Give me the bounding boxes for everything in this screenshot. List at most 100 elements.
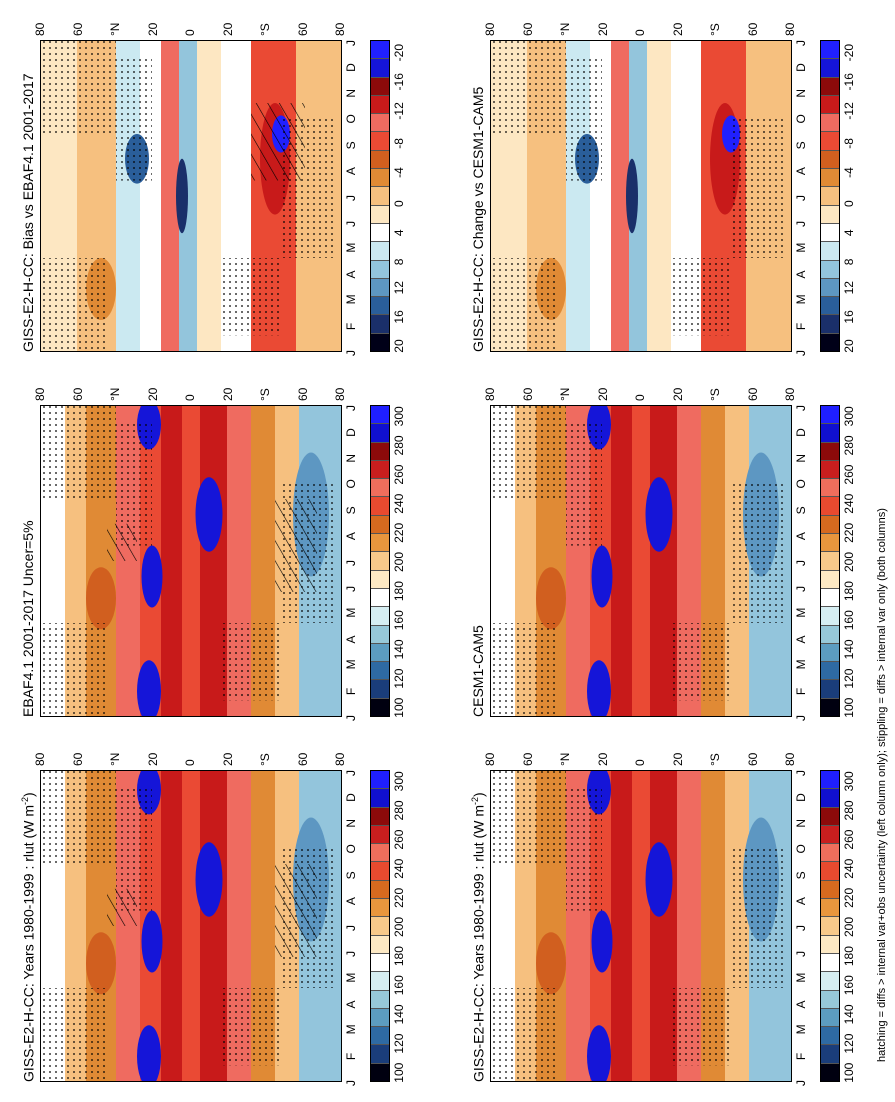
x-tick-label: J	[794, 1080, 808, 1086]
stippling-area	[491, 623, 557, 716]
colorbar-swatch	[821, 952, 839, 972]
colorbar-swatch	[371, 441, 389, 460]
x-tick-label: J	[344, 220, 358, 227]
y-tick-label: 20	[670, 22, 685, 36]
chart-title: EBAF4.1 2001-2017 Uncer=5%	[20, 520, 36, 717]
x-tick-label: S	[344, 141, 358, 150]
y-tick-label: °N	[108, 752, 122, 766]
y-tick-label: 20	[670, 387, 685, 401]
colorbar-swatch	[371, 58, 389, 77]
colorbar-swatch	[821, 843, 839, 862]
x-tick-label: J	[344, 1080, 358, 1086]
x-tick-label: N	[344, 89, 358, 98]
colorbar-swatch	[371, 423, 389, 442]
x-tick-label: A	[794, 532, 808, 541]
colorbar-label: 120	[842, 1033, 856, 1054]
stippling-area	[221, 623, 281, 701]
colorbar-swatch	[371, 624, 389, 643]
stippling-area	[671, 623, 731, 701]
y-tick-label: 20	[670, 752, 685, 766]
stippling-area	[566, 421, 602, 546]
colorbar-label: -4	[392, 167, 406, 178]
y-tick-label: 0	[633, 394, 647, 401]
colorbar-label: 16	[842, 310, 856, 324]
x-tick-label: J	[344, 585, 358, 592]
figure-footnote: hatching = diffs > internal var+obs unce…	[876, 508, 888, 1062]
chart-panel: GISS-E2-H-CC: Change vs CESM1-CAM5 J F M A M J…	[470, 2, 895, 356]
x-tick-label: J	[794, 40, 808, 46]
y-tick-label: °S	[258, 388, 272, 401]
heatmap-band	[611, 406, 632, 716]
colorbar-swatch	[371, 332, 389, 351]
colorbar-swatch	[371, 952, 389, 972]
x-tick-label: J	[794, 715, 808, 721]
colorbar-swatch	[821, 971, 839, 990]
colorbar-label: 140	[392, 1004, 406, 1025]
colorbar-label: -12	[392, 102, 406, 120]
colorbar-swatch	[371, 587, 389, 607]
x-tick-label: M	[344, 659, 358, 670]
x-tick-label: A	[344, 635, 358, 644]
colorbar-label: 220	[842, 887, 856, 908]
colorbar-label: 4	[392, 229, 406, 237]
y-tick-label: 60	[745, 752, 760, 766]
x-tick-label: F	[794, 322, 808, 331]
colorbar-label: 200	[842, 916, 856, 937]
x-tick-label: M	[794, 294, 808, 305]
stippling-area	[221, 258, 281, 336]
y-tick-label: 80	[33, 22, 47, 36]
y-tick-label: 60	[520, 387, 535, 401]
colorbar-label: 4	[842, 229, 856, 237]
colorbar-swatch	[821, 624, 839, 643]
x-tick-label: D	[794, 63, 808, 72]
colorbar-swatch	[821, 478, 839, 497]
chart-title-end: )	[20, 792, 37, 797]
x-tick-label: J	[794, 195, 808, 201]
x-tick-label: J	[794, 925, 808, 931]
heatmap-band	[161, 771, 182, 1081]
heatmap-contour-region	[176, 158, 188, 234]
hatching-area	[251, 103, 305, 181]
colorbar-label: 120	[392, 668, 406, 689]
heatmap-plot-area	[490, 405, 792, 717]
y-tick-label: 80	[783, 387, 797, 401]
colorbar-swatch	[821, 277, 839, 297]
colorbar-swatch	[371, 514, 389, 534]
colorbar-label: 240	[392, 493, 406, 514]
colorbar-label: 160	[842, 610, 856, 631]
x-tick-label: S	[344, 871, 358, 880]
colorbar-swatch	[821, 1007, 839, 1027]
x-tick-label: J	[344, 405, 358, 411]
chart-title-text: GISS-E2-H-CC: Years 1980-1999 : rlut (W …	[470, 805, 487, 1082]
colorbar-swatch	[821, 131, 839, 150]
y-tick-label: 20	[595, 22, 610, 36]
x-tick-label: A	[344, 1000, 358, 1009]
colorbar-swatch	[821, 314, 839, 333]
colorbar-swatch	[371, 843, 389, 862]
heatmap-contour-region	[536, 932, 566, 995]
x-tick-label: O	[794, 844, 808, 854]
colorbar-label: 260	[842, 829, 856, 850]
colorbar-label: 260	[392, 829, 406, 850]
x-tick-label: O	[794, 479, 808, 489]
colorbar-label: 180	[392, 581, 406, 602]
y-tick-label: °N	[108, 22, 122, 36]
colorbar-label: 100	[842, 697, 856, 718]
x-tick-label: O	[344, 844, 358, 854]
colorbar-swatch	[821, 204, 839, 223]
y-tick-label: 0	[183, 394, 197, 401]
colorbar-label: 280	[842, 435, 856, 456]
y-tick-label: 80	[333, 752, 347, 766]
heatmap-contour-region	[141, 910, 163, 973]
colorbar-swatch	[371, 1026, 389, 1045]
chart-title-end: )	[470, 792, 487, 797]
y-tick-label: °N	[108, 387, 122, 401]
chart-panel: GISS-E2-H-CC: Bias vs EBAF4.1 2001-2017 J…	[20, 2, 460, 356]
colorbar-swatch	[371, 879, 389, 899]
colorbar-swatch	[821, 241, 839, 260]
colorbar-label: 200	[392, 551, 406, 572]
colorbar-swatch	[371, 551, 389, 570]
y-tick-label: 60	[295, 22, 310, 36]
heatmap-contour-region	[86, 932, 116, 995]
